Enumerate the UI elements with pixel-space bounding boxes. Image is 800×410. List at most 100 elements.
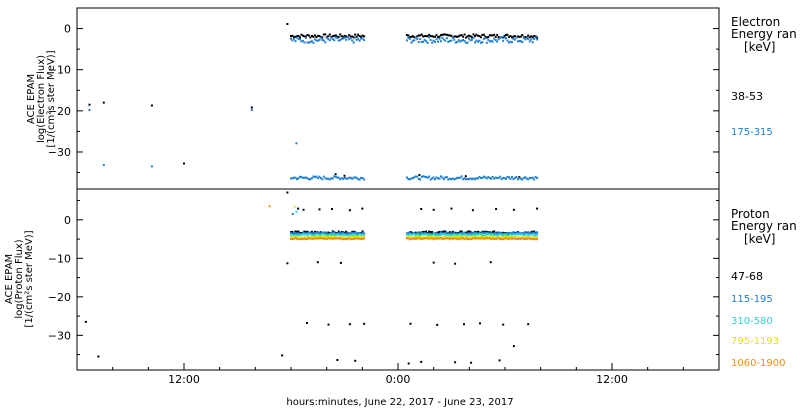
proton-series-47-68-point — [476, 230, 479, 233]
proton-series-1060-1900-point — [475, 237, 478, 240]
proton-series-115-195-point — [502, 232, 505, 235]
x-tick-label: 0:00 — [386, 373, 411, 386]
proton-series-1060-1900-point — [333, 237, 336, 240]
proton-series-115-195-point — [471, 231, 473, 234]
electron-series-38-53-point — [434, 35, 436, 38]
proton-series-115-195-point — [291, 213, 294, 215]
proton-series-310-580-point — [442, 233, 445, 236]
proton-series-1060-1900-point — [419, 237, 422, 240]
electron-series-175-315-point — [299, 175, 301, 178]
electron-panel: ACE EPAM log(Electron Flux) [1/(cm²s ste… — [26, 7, 797, 190]
proton-series-310-580-point — [422, 233, 425, 236]
electron-series-175-315-point — [431, 41, 434, 44]
electron-series-38-53-point — [312, 35, 315, 38]
proton-series-47-68-point — [512, 208, 515, 211]
electron-series-175-315-point — [102, 164, 105, 167]
electron-series-38-53-point — [303, 35, 306, 38]
electron-series-38-53-point — [464, 175, 467, 178]
proton-series-310-580-point — [410, 233, 413, 236]
proton-series-115-195-point — [445, 231, 448, 234]
electron-series-175-315-point — [316, 177, 319, 180]
proton-series-47-68-point — [420, 208, 423, 210]
proton-series-795-1193-point — [360, 235, 363, 238]
proton-series-47-68-point — [451, 230, 454, 233]
electron-series-38-53-point — [475, 33, 478, 36]
proton-y-axis-title: ACE EPAM log(Proton Flux) [1/(cm²s ster … — [4, 230, 35, 327]
proton-series-47-68-point — [363, 322, 366, 325]
electron-series-175-315-point — [534, 176, 537, 178]
proton-series-1060-1900-point — [408, 238, 411, 241]
electron-series-38-53-point — [448, 34, 451, 37]
proton-legend-entry-795-1193: 795-1193 — [731, 336, 779, 347]
proton-series-310-580-point — [432, 233, 435, 236]
electron-series-175-315-point — [503, 36, 506, 39]
proton-series-1060-1900-point — [437, 237, 439, 240]
proton-series-310-580-point — [358, 233, 361, 236]
proton-series-795-1193-point — [442, 236, 445, 239]
proton-series-47-68-point — [471, 209, 474, 212]
electron-series-175-315-point — [340, 177, 343, 179]
electron-series-175-315-point — [313, 176, 316, 179]
proton-series-310-580-point — [519, 233, 522, 236]
electron-series-175-315-point — [468, 37, 470, 40]
electron-series-38-53-point — [511, 36, 513, 39]
proton-series-47-68-point — [409, 322, 412, 325]
proton-series-115-195-point — [496, 232, 499, 235]
electron-series-38-53-point — [442, 33, 445, 36]
electron-series-175-315-point — [297, 37, 300, 40]
electron-series-38-53-point — [286, 23, 289, 25]
proton-series-1060-1900-point — [348, 237, 351, 240]
proton-series-1060-1900-point — [521, 237, 524, 240]
electron-series-38-53-point — [493, 33, 496, 36]
proton-series-115-195-point — [438, 232, 441, 235]
proton-series-47-68-point — [431, 231, 434, 233]
proton-series-310-580-point — [312, 234, 315, 237]
electron-series-38-53-point — [183, 162, 185, 165]
proton-series-115-195-point — [294, 232, 297, 235]
electron-series-38-53-point — [466, 35, 469, 38]
electron-series-175-315-point — [426, 41, 429, 44]
electron-series-175-315-point — [522, 36, 525, 39]
proton-legend-unit: [keV] — [744, 232, 775, 246]
proton-series-1060-1900-point — [352, 238, 355, 240]
proton-series-47-68-point — [450, 207, 453, 210]
proton-series-47-68-point — [454, 262, 457, 265]
proton-series-1060-1900-point — [453, 237, 456, 240]
proton-series-795-1193-point — [525, 235, 528, 238]
electron-series-175-315-point — [465, 41, 468, 44]
proton-series-310-580-point — [488, 233, 491, 236]
proton-series-1060-1900-point — [534, 238, 537, 241]
proton-series-115-195-point — [307, 232, 310, 234]
proton-series-795-1193-point — [351, 235, 354, 238]
proton-series-795-1193-point — [441, 235, 444, 238]
proton-series-310-580-point — [301, 233, 304, 236]
proton-series-310-580-point — [441, 233, 444, 236]
proton-series-115-195-point — [312, 232, 315, 234]
proton-series-115-195-point — [319, 232, 322, 235]
proton-series-795-1193-point — [327, 236, 330, 238]
proton-series-795-1193-point — [334, 235, 337, 238]
proton-series-47-68-point — [482, 230, 485, 233]
proton-series-1060-1900-point — [451, 237, 454, 240]
electron-series-175-315-point — [491, 176, 494, 178]
electron-series-175-315-point — [312, 41, 315, 44]
proton-series-1060-1900-point — [450, 237, 453, 240]
proton-series-115-195-point — [508, 232, 510, 234]
proton-series-1060-1900-point — [351, 238, 354, 241]
proton-series-47-68-point — [306, 230, 309, 233]
proton-series-1060-1900-point — [325, 238, 328, 240]
proton-series-795-1193-point — [497, 235, 500, 238]
proton-series-795-1193-point — [451, 235, 454, 238]
proton-y-tick-label: −30 — [48, 329, 71, 342]
electron-data-marks — [88, 23, 539, 181]
electron-series-38-53-point — [318, 35, 321, 37]
electron-series-175-315-point — [327, 177, 330, 180]
electron-series-38-53-point — [494, 35, 497, 38]
proton-series-115-195-point — [354, 231, 357, 234]
proton-series-115-195-point — [408, 232, 411, 234]
proton-series-47-68-point — [432, 261, 435, 264]
proton-series-1060-1900-point — [505, 237, 507, 240]
proton-series-47-68-point — [348, 323, 351, 326]
electron-series-175-315-point — [503, 177, 506, 180]
electron-series-38-53-point — [354, 33, 357, 36]
